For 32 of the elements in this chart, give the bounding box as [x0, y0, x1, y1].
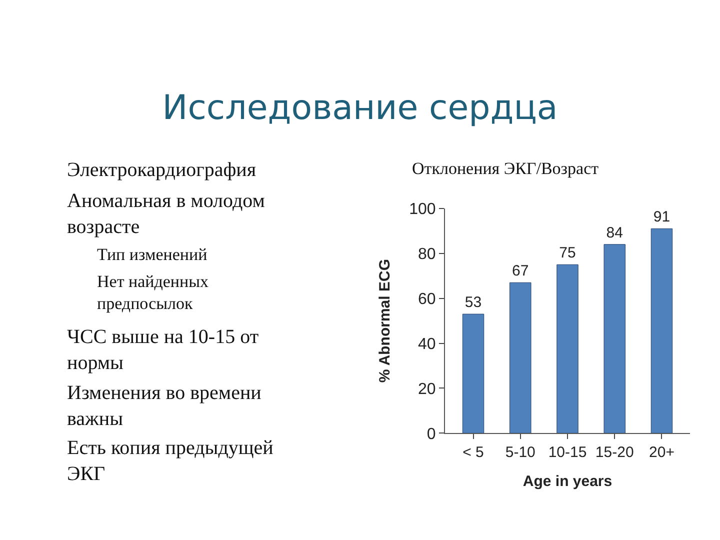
x-tick-label: 20+	[649, 444, 675, 462]
y-tick-label: 80	[418, 246, 436, 263]
text: Нет найденных предпосылок	[97, 272, 210, 314]
x-tick-label: < 5	[462, 444, 484, 462]
bar	[510, 282, 532, 434]
text: Изменения во времени важны	[67, 382, 262, 430]
bar	[462, 314, 484, 434]
bar	[604, 244, 626, 434]
data-label: 67	[512, 262, 529, 280]
data-label: 84	[606, 224, 623, 242]
text: Есть копия предыдущей ЭКГ	[67, 437, 274, 485]
text: Аномальная в молодом возрасте	[67, 190, 266, 238]
data-label: 91	[653, 208, 670, 226]
data-label: 53	[464, 294, 482, 312]
bar	[650, 228, 673, 434]
text: Отклонения ЭКГ/Возраст	[412, 159, 600, 178]
data-label: 75	[559, 244, 576, 262]
x-tick-label: 15-20	[595, 444, 634, 462]
y-tick-label: 40	[418, 336, 436, 353]
y-axis-title: % Abnormal ECG	[376, 258, 394, 383]
text: Электрокардиография	[67, 159, 256, 181]
text: Тип изменений	[97, 245, 208, 264]
y-tick-label: 20	[418, 380, 436, 398]
x-tick-label: 10-15	[548, 444, 587, 462]
y-tick-label: 60	[418, 290, 436, 308]
x-axis-title: Age in years	[522, 473, 612, 490]
x-tick-label: 5-10	[505, 444, 536, 462]
chart-title: Исследование сердца	[162, 88, 558, 128]
bar	[556, 264, 578, 434]
text: ЧСС выше на 10-15 от нормы	[67, 326, 259, 374]
y-tick-label: 100	[409, 201, 436, 218]
y-tick-label: 0	[426, 426, 436, 443]
